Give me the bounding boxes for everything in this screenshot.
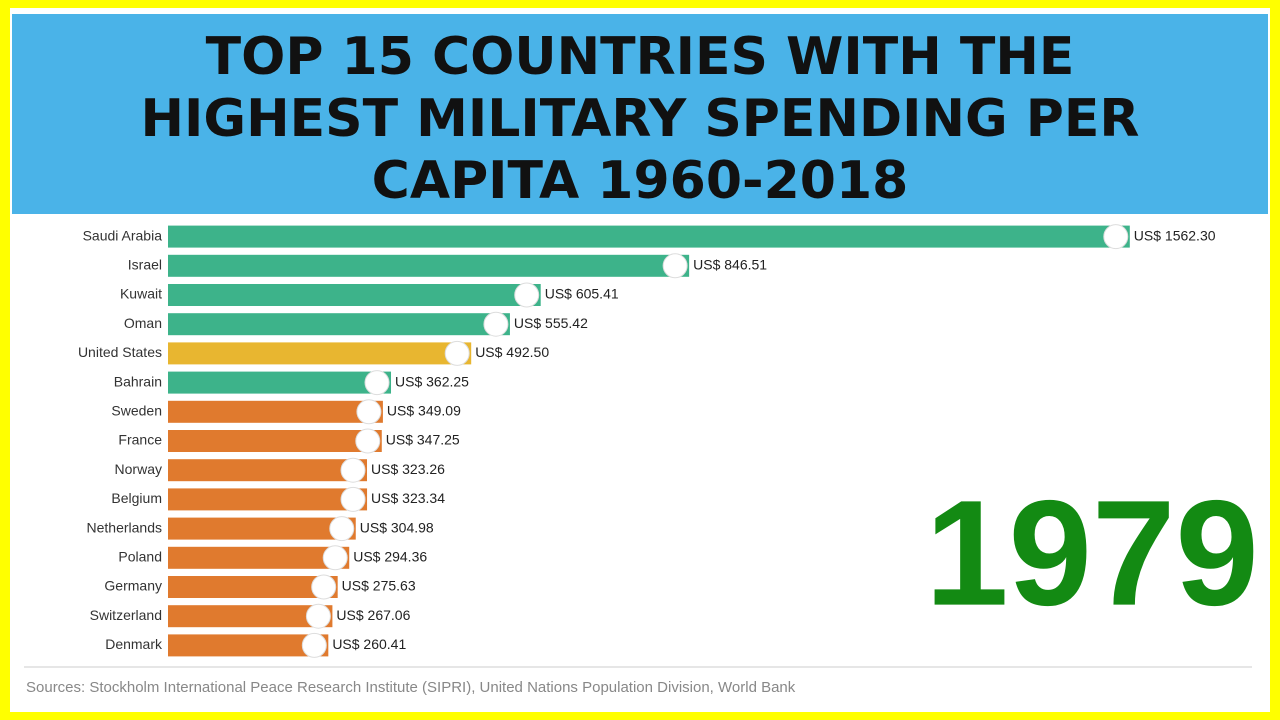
value-label: US$ 555.42 bbox=[514, 315, 588, 331]
bar bbox=[168, 605, 333, 628]
y-tick-label: Bahrain bbox=[114, 373, 162, 389]
y-tick-label: Poland bbox=[118, 549, 162, 565]
chart-title: TOP 15 COUNTRIES WITH THE HIGHEST MILITAR… bbox=[141, 27, 1140, 211]
y-tick-label: Saudi Arabia bbox=[83, 227, 163, 243]
y-tick-label: Sweden bbox=[111, 403, 162, 419]
flag bbox=[305, 603, 331, 629]
flag bbox=[311, 574, 337, 600]
value-label: US$ 323.26 bbox=[371, 461, 445, 477]
source: Sources: Stockholm International Peace R… bbox=[26, 679, 796, 696]
flag bbox=[355, 428, 381, 454]
bar bbox=[168, 634, 329, 657]
y-tick-label: Denmark bbox=[105, 636, 163, 652]
flag bbox=[483, 311, 509, 337]
value-label: US$ 349.09 bbox=[387, 403, 461, 419]
value-label: US$ 275.63 bbox=[342, 578, 416, 594]
bar bbox=[168, 225, 1130, 248]
bar bbox=[168, 254, 690, 277]
title-banner bbox=[12, 14, 1268, 214]
y-tick-label: Kuwait bbox=[120, 286, 162, 302]
value-label: US$ 304.98 bbox=[360, 519, 434, 535]
bar bbox=[168, 342, 472, 365]
flag bbox=[364, 370, 390, 396]
y-tick-label: France bbox=[118, 432, 162, 448]
value-label: US$ 347.25 bbox=[386, 432, 460, 448]
flag bbox=[1103, 224, 1129, 250]
bar bbox=[168, 488, 368, 511]
y-tick-label: Netherlands bbox=[87, 519, 163, 535]
y-tick-label: Germany bbox=[104, 578, 162, 594]
value-label: US$ 267.06 bbox=[336, 607, 410, 623]
value-label: US$ 260.41 bbox=[332, 636, 406, 652]
flag bbox=[356, 399, 382, 425]
bar bbox=[168, 284, 541, 306]
y-tick-label: Israel bbox=[128, 257, 162, 273]
bar bbox=[168, 371, 392, 394]
value-label: US$ 294.36 bbox=[353, 549, 427, 565]
flag bbox=[340, 486, 366, 512]
y-tick-label: Belgium bbox=[111, 490, 162, 506]
bar bbox=[168, 546, 350, 569]
y-tick-label: Norway bbox=[115, 461, 162, 477]
value-label: US$ 492.50 bbox=[475, 344, 549, 360]
flag bbox=[340, 457, 366, 483]
bar bbox=[168, 517, 356, 540]
y-tick-label: Oman bbox=[124, 315, 162, 331]
bar bbox=[168, 459, 368, 482]
value-label: US$ 323.34 bbox=[371, 490, 445, 506]
value-label: US$ 362.25 bbox=[395, 373, 469, 389]
y-tick-label: Switzerland bbox=[90, 607, 162, 623]
year-annotation: 1979 bbox=[925, 469, 1259, 637]
value-label: US$ 846.51 bbox=[693, 257, 767, 273]
value-label: US$ 605.41 bbox=[545, 286, 619, 302]
flag bbox=[662, 253, 688, 279]
bar bbox=[168, 576, 338, 598]
flag bbox=[444, 340, 470, 366]
flag bbox=[514, 282, 540, 308]
value-label: US$ 1562.30 bbox=[1134, 227, 1216, 243]
y-tick-label: United States bbox=[78, 344, 162, 360]
flag bbox=[301, 632, 327, 658]
bar bbox=[168, 400, 383, 423]
flag bbox=[322, 545, 348, 571]
bar bbox=[168, 313, 510, 336]
bar bbox=[168, 430, 382, 452]
flag bbox=[329, 516, 355, 542]
